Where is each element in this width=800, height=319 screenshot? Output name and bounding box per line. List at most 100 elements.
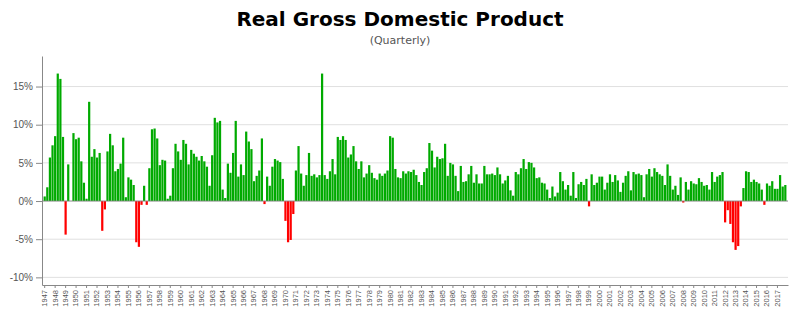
bar — [776, 189, 778, 201]
bar — [203, 161, 205, 201]
bar — [771, 181, 773, 201]
bar — [481, 183, 483, 201]
bar — [127, 177, 129, 201]
bar — [381, 176, 383, 201]
bar — [57, 74, 59, 201]
y-tick: 5% — [19, 158, 42, 169]
x-tick-label: 1976 — [344, 290, 353, 307]
bar — [522, 159, 524, 201]
bar — [174, 144, 176, 201]
bar — [640, 175, 642, 201]
bar — [352, 146, 354, 201]
x-tick-label: 1996 — [553, 290, 562, 307]
bar — [533, 167, 535, 201]
x-tick-label: 1972 — [302, 290, 311, 307]
grid-line — [42, 124, 788, 125]
x-tick-mark — [191, 285, 192, 288]
x-tick: 1983 — [417, 285, 426, 307]
bar — [530, 163, 532, 201]
x-tick-label: 2015 — [752, 290, 761, 307]
x-tick-label: 1950 — [71, 290, 80, 307]
bar — [439, 159, 441, 201]
x-tick-mark — [756, 285, 757, 288]
x-tick: 1980 — [386, 285, 395, 307]
bar — [331, 159, 333, 201]
bar — [512, 196, 514, 201]
x-tick: 1978 — [365, 285, 374, 307]
bar — [140, 201, 142, 205]
x-tick-label: 1985 — [438, 290, 447, 307]
bar — [138, 201, 140, 247]
bar — [282, 179, 284, 201]
bar — [193, 154, 195, 201]
y-tick-mark — [36, 87, 42, 88]
x-tick-mark — [735, 285, 736, 288]
x-tick-label: 1994 — [532, 290, 541, 307]
bar — [763, 201, 765, 205]
x-tick-label: 1991 — [501, 290, 510, 307]
x-tick-label: 1966 — [239, 290, 248, 307]
bar — [143, 186, 145, 201]
x-tick-mark — [777, 285, 778, 288]
x-tick-mark — [683, 285, 684, 288]
x-tick-mark — [65, 285, 66, 288]
bar — [528, 162, 530, 201]
bar — [434, 167, 436, 201]
x-tick-label: 1962 — [197, 290, 206, 307]
bar — [201, 156, 203, 201]
bar — [190, 150, 192, 201]
x-tick: 1991 — [501, 285, 510, 307]
bar — [695, 184, 697, 201]
x-tick-label: 1977 — [354, 290, 363, 307]
x-tick: 2015 — [752, 285, 761, 307]
x-tick-label: 2010 — [700, 290, 709, 307]
bar — [426, 168, 428, 201]
bar — [389, 136, 391, 201]
x-tick: 1960 — [176, 285, 185, 307]
x-tick: 1963 — [208, 285, 217, 307]
x-tick-label: 1980 — [386, 290, 395, 307]
bar — [499, 174, 501, 201]
bar — [601, 177, 603, 201]
bar — [83, 183, 85, 201]
x-tick-label: 1990 — [490, 290, 499, 307]
x-tick-mark — [505, 285, 506, 288]
x-tick-label: 1992 — [511, 290, 520, 307]
bar — [488, 174, 490, 201]
x-tick: 1982 — [406, 285, 415, 307]
x-tick: 1986 — [448, 285, 457, 307]
bar — [643, 197, 645, 201]
bar — [559, 172, 561, 201]
bar — [208, 186, 210, 201]
bar — [59, 79, 61, 201]
x-tick: 1953 — [103, 285, 112, 307]
bar — [502, 183, 504, 201]
y-tick-label: -10% — [10, 272, 33, 283]
x-tick-mark — [547, 285, 548, 288]
subtitle: (Quarterly) — [370, 34, 431, 47]
bar — [308, 153, 310, 201]
x-tick-mark — [358, 285, 359, 288]
bar — [580, 182, 582, 201]
x-tick: 1977 — [354, 285, 363, 307]
bar — [585, 179, 587, 201]
bar — [271, 167, 273, 201]
x-tick: 1965 — [229, 285, 238, 307]
zero-line — [42, 201, 788, 202]
bar — [782, 187, 784, 202]
x-tick: 1974 — [323, 285, 332, 307]
x-tick: 2009 — [689, 285, 698, 307]
bar — [402, 171, 404, 201]
bar — [711, 172, 713, 201]
bar — [687, 190, 689, 201]
bar — [452, 164, 454, 201]
bar — [700, 182, 702, 201]
x-tick: 1950 — [71, 285, 80, 307]
bar — [745, 171, 747, 201]
x-tick-mark — [641, 285, 642, 288]
x-tick-mark — [128, 285, 129, 288]
x-tick-label: 1998 — [574, 290, 583, 307]
x-tick-mark — [243, 285, 244, 288]
x-tick-label: 1951 — [82, 290, 91, 307]
bar — [172, 168, 174, 201]
